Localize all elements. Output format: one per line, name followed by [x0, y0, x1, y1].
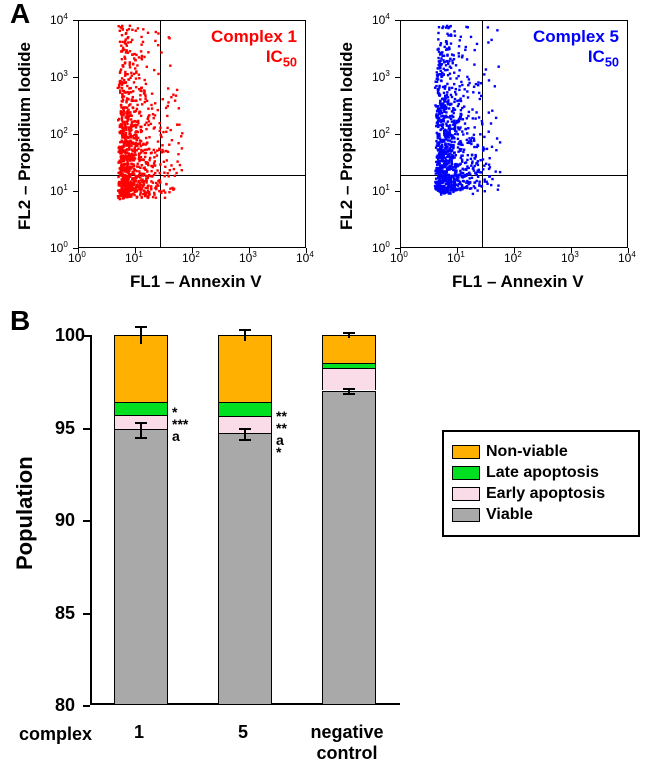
bar-seg: [218, 402, 272, 417]
bar-seg: [322, 335, 376, 363]
plot2-xlabel: FL1 – Annexin V: [452, 272, 584, 292]
bar-seg: [322, 391, 376, 706]
bar-seg: [114, 335, 168, 402]
panel-b-label: B: [10, 305, 30, 337]
bar-seg: [322, 363, 376, 369]
bar-seg: [218, 433, 272, 705]
bar-seg: [114, 429, 168, 705]
legend: Non-viable Late apoptosis Early apoptosi…: [442, 430, 640, 537]
legend-item-viable: Viable: [452, 506, 630, 524]
bar-seg: [114, 402, 168, 415]
legend-item-late: Late apoptosis: [452, 464, 630, 482]
scatter-plot-2: Complex 5 IC50: [400, 20, 628, 248]
scatter-plot-1: Complex 1 IC50: [78, 20, 306, 248]
plot1-ylabel: FL2 – Propidium Iodide: [15, 10, 35, 230]
legend-item-early: Early apoptosis: [452, 485, 630, 503]
bar-chart: ****a****a*: [90, 335, 400, 705]
plot2-ylabel: FL2 – Propidium Iodide: [337, 10, 357, 230]
bar-seg: [218, 335, 272, 402]
legend-item-nonviable: Non-viable: [452, 443, 630, 461]
plot1-xlabel: FL1 – Annexin V: [130, 272, 262, 292]
barplot-ylabel: Population: [12, 456, 38, 570]
